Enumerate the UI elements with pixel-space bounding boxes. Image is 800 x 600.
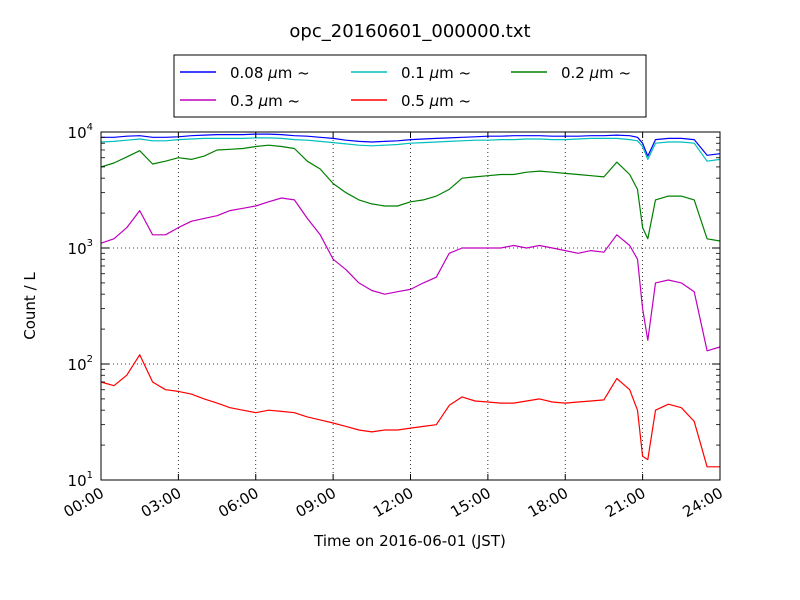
x-tick-label: 15:00 [447, 484, 493, 521]
legend: 0.08 μm ~ 0.1 μm ~ 0.2 μm ~ 0.3 μm ~ 0.5 μm … [173, 54, 647, 118]
x-axis-label: Time on 2016-06-01 (JST) [313, 532, 506, 550]
series-line-2 [100, 144, 721, 242]
series-line-1 [100, 137, 721, 162]
series-line-4 [100, 354, 720, 468]
series-line-0 [101, 133, 721, 157]
legend-label-1: 0.1 μm ~ [401, 64, 471, 82]
chart-title: opc_20160601_000000.txt [289, 21, 530, 42]
x-tick-label: 09:00 [293, 484, 339, 521]
x-tick-label: 24:00 [680, 484, 726, 521]
y-tick-label: 103 [68, 238, 93, 258]
y-tick-label: 102 [68, 354, 93, 374]
legend-label-4: 0.5 μm ~ [401, 92, 471, 110]
x-tick-label: 18:00 [525, 484, 571, 521]
y-tick-label: 104 [68, 122, 93, 142]
x-tick-label: 06:00 [215, 484, 261, 521]
legend-label-3: 0.3 μm ~ [230, 92, 300, 110]
axis-ticks: 00:00 03:00 06:00 09:00 12:00 15:00 18:00 21:00… [61, 122, 726, 521]
y-tick-label: 101 [68, 470, 93, 490]
series-lines [100, 133, 721, 468]
x-tick-label: 12:00 [370, 484, 416, 521]
x-tick-label: 03:00 [138, 484, 184, 521]
legend-label-2: 0.2 μm ~ [561, 64, 631, 82]
x-tick-label: 21:00 [602, 484, 648, 521]
series-line-3 [100, 197, 721, 352]
legend-box [173, 54, 647, 118]
legend-label-0: 0.08 μm ~ [230, 64, 310, 82]
y-axis-label: Count / L [21, 272, 39, 340]
